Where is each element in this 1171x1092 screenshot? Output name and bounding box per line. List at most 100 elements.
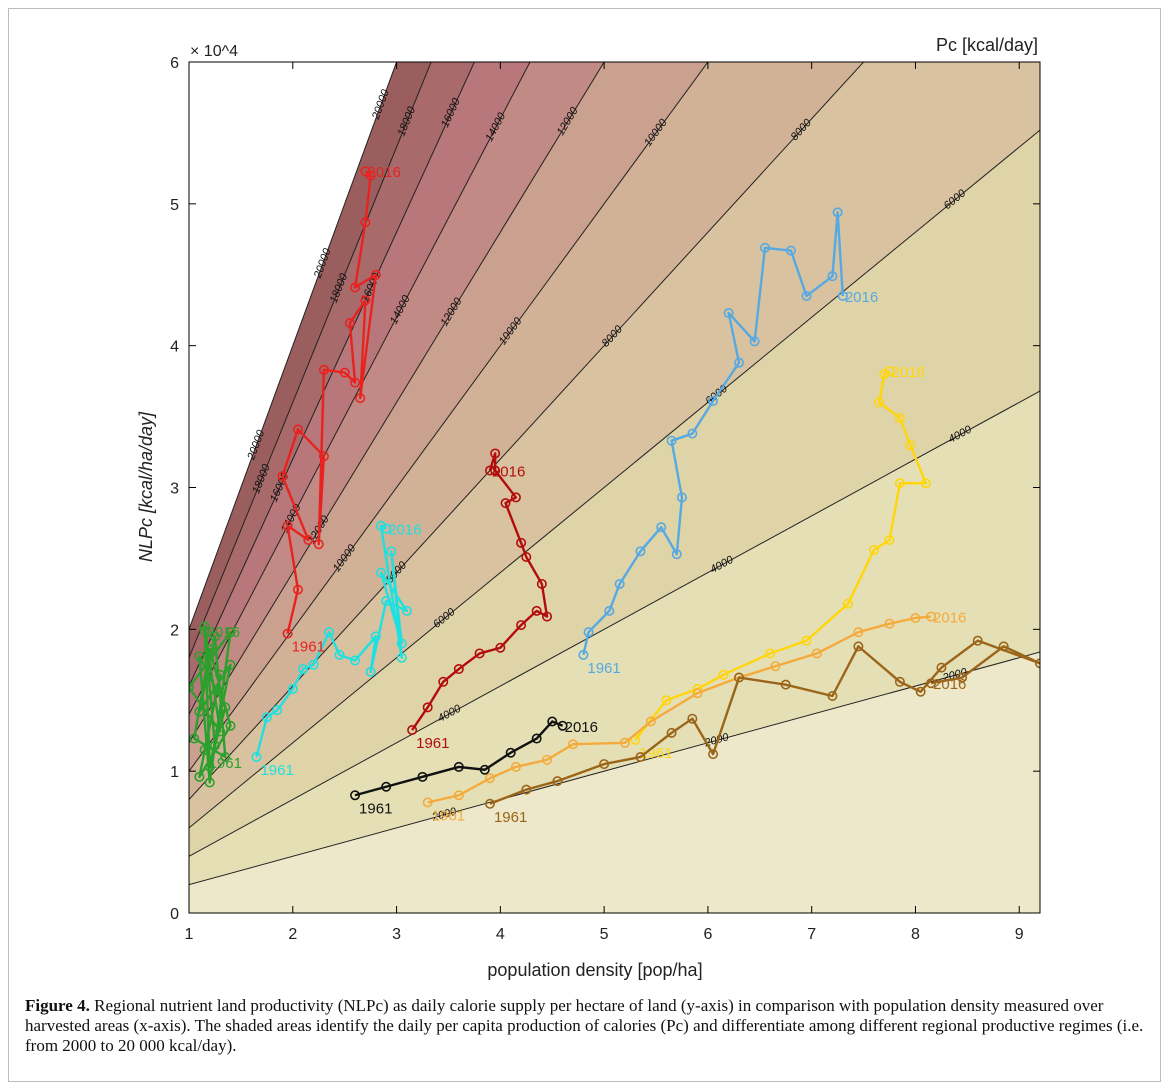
series-start-label: 1961	[432, 807, 465, 824]
x-axis-label: population density [pop/ha]	[487, 960, 702, 980]
series-point	[500, 498, 511, 509]
y-exponent-label: × 10^4	[190, 43, 238, 60]
contour-line	[189, 62, 475, 687]
series-point	[811, 648, 822, 659]
series-point	[734, 672, 745, 683]
series-start-label: 1961	[416, 735, 449, 752]
y-tick-label: 2	[170, 622, 179, 639]
series-point	[884, 618, 895, 629]
series-point	[199, 744, 210, 755]
series-point	[350, 377, 361, 388]
series-line	[489, 639, 1040, 805]
contour-line	[189, 390, 1040, 857]
series-point	[920, 478, 931, 489]
series-point	[484, 798, 495, 809]
region-band	[189, 652, 1040, 913]
series-point	[765, 648, 776, 659]
series-point	[344, 317, 355, 328]
series-point	[292, 584, 303, 595]
x-tick-label: 9	[1015, 926, 1024, 943]
series-point	[521, 551, 532, 562]
chart: 2000200020004000400040006000600060008000…	[136, 35, 1041, 980]
series-point	[734, 357, 745, 368]
series-point	[495, 642, 506, 653]
series-point	[708, 749, 719, 760]
series-point	[578, 649, 589, 660]
series-point	[422, 797, 433, 808]
y-tick-label: 0	[170, 906, 179, 923]
series-point	[277, 471, 288, 482]
series-end-label: 2016	[367, 164, 400, 181]
series-point	[355, 393, 366, 404]
series-point	[785, 245, 796, 256]
series-point	[381, 781, 392, 792]
series-point	[894, 413, 905, 424]
series-point	[780, 679, 791, 690]
series-point	[199, 621, 210, 632]
series-point	[619, 737, 630, 748]
series-point	[853, 627, 864, 638]
series-start-label: 1961	[209, 755, 242, 772]
series-point	[894, 478, 905, 489]
series-point	[225, 659, 236, 670]
series-point	[666, 435, 677, 446]
series-point	[261, 712, 272, 723]
series-point	[516, 537, 527, 548]
series-point	[708, 395, 719, 406]
contour-line	[189, 62, 865, 800]
series-point	[915, 686, 926, 697]
series-end-label: 2016	[388, 522, 421, 539]
series-line	[189, 625, 232, 784]
shaded-regions	[189, 62, 1040, 913]
contour-line	[189, 651, 1040, 886]
series-point	[552, 776, 563, 787]
series-point	[318, 364, 329, 375]
series-point	[516, 620, 527, 631]
contour-line	[189, 129, 1040, 829]
series-point	[484, 773, 495, 784]
series-point	[998, 641, 1009, 652]
series-point	[453, 761, 464, 772]
contour-line	[189, 62, 709, 772]
series-point	[303, 534, 314, 545]
series-point	[905, 439, 916, 450]
series-point	[215, 726, 226, 737]
series-line	[255, 524, 409, 758]
series-point	[770, 661, 781, 672]
series-line	[411, 452, 549, 731]
series-point	[692, 688, 703, 699]
series-point	[350, 282, 361, 293]
series-point	[360, 295, 371, 306]
series-point	[407, 725, 418, 736]
y-tick-label: 1	[170, 764, 179, 781]
series-point	[894, 676, 905, 687]
series-point	[490, 465, 501, 476]
series-point	[484, 465, 495, 476]
series-point	[282, 628, 293, 639]
series-point	[479, 764, 490, 775]
series-point	[204, 644, 215, 655]
series-point	[220, 751, 231, 762]
series-end-label: 2016	[892, 364, 925, 381]
series-point	[438, 676, 449, 687]
series-point	[194, 651, 205, 662]
colorbar-title: Pc [kcal/day]	[936, 35, 1038, 55]
series-point	[292, 424, 303, 435]
series-point	[759, 242, 770, 253]
series-point	[868, 544, 879, 555]
series-point	[687, 713, 698, 724]
series-point	[666, 727, 677, 738]
series-point	[884, 534, 895, 545]
series-point	[370, 631, 381, 642]
x-tick-label: 1	[185, 926, 194, 943]
series-point	[339, 367, 350, 378]
series-point	[370, 269, 381, 280]
series-point	[251, 751, 262, 762]
series-end-label: 2016	[565, 719, 598, 736]
series-end-label: 2016	[845, 289, 878, 306]
series-point	[547, 716, 558, 727]
contour-line	[189, 62, 398, 630]
series-point	[225, 627, 236, 638]
series-point	[749, 336, 760, 347]
x-tick-label: 6	[703, 926, 712, 943]
